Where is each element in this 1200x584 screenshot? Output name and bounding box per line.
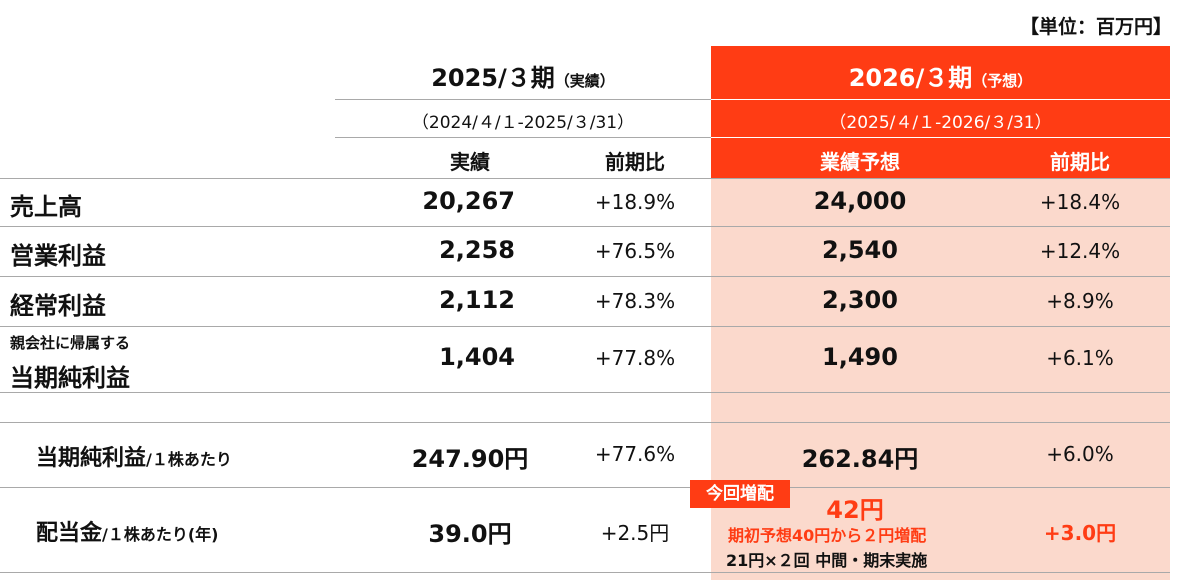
row-divider bbox=[0, 572, 1170, 573]
row-divider bbox=[0, 226, 1170, 227]
eps-label: 当期純利益 bbox=[36, 446, 147, 471]
operating-profit-yoy-prev: +76.5% bbox=[594, 239, 676, 263]
dividend-suffix: /１株あたり(年) bbox=[102, 525, 219, 544]
unit-label: 【単位：百万円】 bbox=[1019, 16, 1172, 38]
row-label-eps: 当期純利益/１株あたり bbox=[36, 440, 232, 472]
sales-forecast: 24,000 bbox=[813, 187, 907, 215]
header-divider-next bbox=[711, 99, 1170, 100]
dividend-increase-badge: 今回増配 bbox=[690, 480, 790, 508]
prev-period-label: 2025/３期 bbox=[431, 64, 555, 92]
next-period-tag: （予想） bbox=[972, 72, 1033, 90]
next-period-title: 2026/３期（予想） bbox=[711, 58, 1170, 93]
header-divider-prev bbox=[335, 99, 711, 100]
dividend-note-increase: 期初予想40円から２円増配 bbox=[728, 526, 927, 545]
operating-profit-actual: 2,258 bbox=[439, 236, 515, 264]
forecast-header-background bbox=[711, 46, 1170, 178]
row-label-net-income: 当期純利益 bbox=[10, 364, 130, 392]
dividend-yoy-next: +3.0円 bbox=[1043, 521, 1117, 545]
prev-period-tag: （実績） bbox=[554, 72, 615, 90]
net-income-actual: 1,404 bbox=[439, 343, 515, 371]
sales-yoy-prev: +18.9% bbox=[594, 190, 676, 214]
net-income-forecast: 1,490 bbox=[822, 343, 898, 371]
dividend-actual: 39.0円 bbox=[428, 520, 512, 548]
dividend-yoy-prev: +2.5円 bbox=[600, 521, 670, 545]
sales-actual: 20,267 bbox=[422, 187, 515, 215]
row-divider bbox=[0, 422, 1170, 423]
eps-forecast: 262.84円 bbox=[801, 445, 919, 473]
col-header-yoy-next: 前期比 bbox=[1050, 150, 1110, 174]
prev-period-range: （2024/４/１-2025/３/31） bbox=[411, 113, 635, 133]
row-divider bbox=[0, 392, 1170, 393]
col-header-actual: 実績 bbox=[450, 150, 490, 174]
sales-yoy-next: +18.4% bbox=[1039, 190, 1121, 214]
row-label-dividend: 配当金/１株あたり(年) bbox=[36, 515, 219, 547]
eps-yoy-prev: +77.6% bbox=[594, 442, 676, 466]
operating-profit-forecast: 2,540 bbox=[822, 236, 898, 264]
subheader-divider-next bbox=[711, 137, 1170, 138]
operating-profit-yoy-next: +12.4% bbox=[1039, 239, 1121, 263]
eps-actual: 247.90円 bbox=[411, 445, 529, 473]
net-income-yoy-next: +6.1% bbox=[1046, 346, 1114, 370]
eps-suffix: /１株あたり bbox=[146, 450, 232, 469]
row-label-net-income-prefix: 親会社に帰属する bbox=[10, 334, 131, 352]
row-label-sales: 売上高 bbox=[10, 193, 82, 221]
subheader-divider-prev bbox=[335, 137, 711, 138]
dividend-note-schedule: 21円×２回 中間・期末実施 bbox=[726, 551, 928, 570]
net-income-yoy-prev: +77.8% bbox=[594, 346, 676, 370]
dividend-label: 配当金 bbox=[36, 521, 103, 546]
row-divider bbox=[0, 326, 1170, 327]
ordinary-profit-forecast: 2,300 bbox=[822, 286, 898, 314]
row-divider bbox=[0, 487, 1170, 488]
ordinary-profit-actual: 2,112 bbox=[439, 286, 515, 314]
next-period-label: 2026/３期 bbox=[848, 64, 973, 92]
ordinary-profit-yoy-next: +8.9% bbox=[1046, 289, 1114, 313]
ordinary-profit-yoy-prev: +78.3% bbox=[594, 289, 676, 313]
dividend-forecast: 42円 bbox=[826, 496, 884, 524]
row-label-operating-profit: 営業利益 bbox=[10, 242, 106, 270]
row-label-ordinary-profit: 経常利益 bbox=[10, 292, 106, 320]
row-divider bbox=[0, 276, 1170, 277]
row-divider bbox=[0, 178, 1170, 179]
col-header-forecast: 業績予想 bbox=[820, 150, 900, 174]
next-period-range: （2025/４/１-2026/３/31） bbox=[829, 113, 1052, 133]
col-header-yoy-prev: 前期比 bbox=[605, 150, 665, 174]
eps-yoy-next: +6.0% bbox=[1046, 442, 1114, 466]
prev-period-title: 2025/３期（実績） bbox=[335, 58, 711, 93]
